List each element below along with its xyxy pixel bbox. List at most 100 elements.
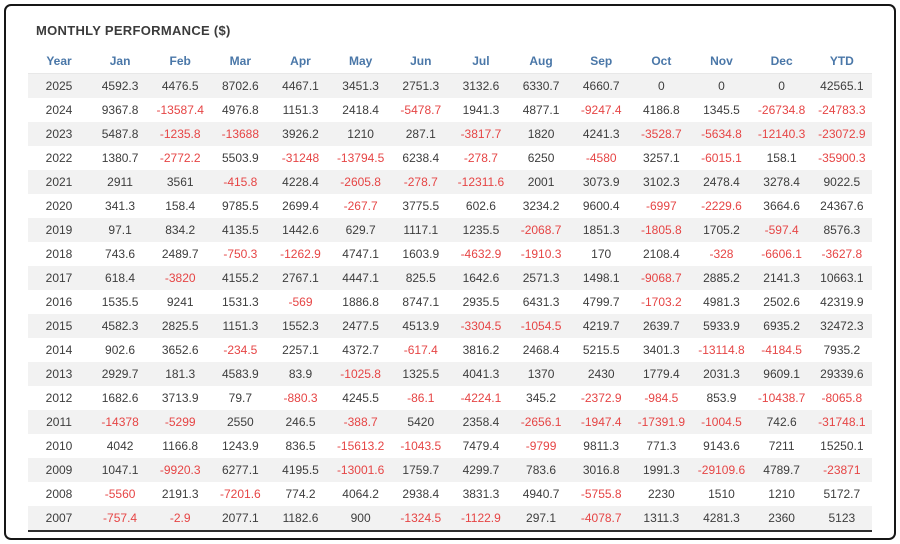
- value-cell: -1910.3: [520, 247, 562, 261]
- value-cell: 2885.2: [691, 266, 752, 290]
- value-cell: 3561: [150, 170, 211, 194]
- value-cell: 2502.6: [763, 295, 800, 309]
- value-cell: -2772.2: [159, 151, 201, 165]
- value-cell: 287.1: [390, 122, 451, 146]
- value-cell: 7211: [768, 439, 795, 453]
- value-cell: -234.5: [223, 343, 258, 357]
- value-cell: 4245.5: [342, 391, 379, 405]
- value-cell: 2430: [571, 362, 632, 386]
- column-header-jan: Jan: [90, 49, 151, 74]
- value-cell: -4184.5: [761, 343, 802, 357]
- value-cell: 3926.2: [270, 122, 331, 146]
- column-header-nov: Nov: [691, 49, 752, 74]
- value-cell: 2935.5: [462, 295, 500, 309]
- value-cell: 8747.1: [402, 295, 440, 309]
- value-cell: -757.4: [90, 506, 151, 531]
- value-cell: 2230: [647, 487, 675, 501]
- value-cell: 3132.6: [450, 73, 511, 98]
- value-cell: 4940.7: [522, 487, 560, 501]
- value-cell: 15250.1: [820, 439, 864, 453]
- value-cell: 4281.3: [691, 506, 752, 531]
- value-cell: 2825.5: [150, 314, 211, 338]
- value-cell: -1324.5: [390, 506, 451, 531]
- value-cell: -24783.3: [818, 103, 866, 117]
- year-cell: 2016: [45, 295, 73, 309]
- value-cell: 2468.4: [522, 343, 560, 357]
- monthly-performance-panel: MONTHLY PERFORMANCE ($) Year Jan Feb Mar Apr…: [4, 4, 896, 540]
- value-cell: 10663.1: [811, 266, 872, 290]
- value-cell: -5299: [150, 410, 211, 434]
- table-row: 2013 2929.7 181.3 4583.9 83.9 -1025.8 1325.5 40…: [28, 362, 872, 386]
- year-cell: 2024: [45, 103, 73, 117]
- value-cell: 4228.4: [270, 170, 331, 194]
- year-cell: 2020: [45, 199, 73, 213]
- year-cell: 2008: [45, 487, 73, 501]
- year-cell: 2009: [28, 458, 90, 482]
- value-cell: 5215.5: [582, 343, 620, 357]
- value-cell: -3304.5: [450, 314, 511, 338]
- value-cell: 2478.4: [691, 170, 752, 194]
- year-cell: 2023: [28, 122, 90, 146]
- value-cell: -26734.8: [757, 103, 806, 117]
- value-cell: 9367.8: [101, 103, 139, 117]
- value-cell: 1886.8: [342, 295, 379, 309]
- value-cell: -9068.7: [631, 266, 692, 290]
- value-cell: 1642.6: [450, 266, 511, 290]
- value-cell: 9811.3: [583, 439, 620, 453]
- value-cell: -12140.3: [751, 122, 812, 146]
- value-cell: 3016.8: [571, 458, 632, 482]
- value-cell: 97.1: [90, 218, 151, 242]
- value-cell: 9609.1: [751, 362, 812, 386]
- value-cell: -10438.7: [757, 391, 806, 405]
- value-cell: 29339.6: [811, 362, 872, 386]
- value-cell: -267.7: [343, 199, 378, 213]
- value-cell: 9600.4: [582, 199, 620, 213]
- value-cell: -4078.7: [571, 506, 632, 531]
- value-cell: 8576.3: [811, 218, 872, 242]
- value-cell: 6330.7: [510, 73, 572, 98]
- value-cell: 6250: [527, 151, 555, 165]
- value-cell: 2571.3: [510, 266, 572, 290]
- value-cell: 4789.7: [751, 458, 812, 482]
- column-header-jul: Jul: [450, 49, 511, 74]
- table-body: 2025 4592.3 4476.5 8702.6 4467.1 3451.3 2751.3…: [28, 73, 872, 531]
- value-cell: 5487.8: [90, 122, 151, 146]
- value-cell: 1311.3: [631, 506, 692, 531]
- value-cell: 1759.7: [390, 458, 451, 482]
- value-cell: -13001.6: [330, 458, 391, 482]
- year-cell: 2014: [45, 343, 73, 357]
- value-cell: 3652.6: [161, 343, 199, 357]
- value-cell: 6238.4: [402, 151, 440, 165]
- value-cell: -12311.6: [450, 170, 511, 194]
- value-cell: -5755.8: [580, 487, 622, 501]
- value-cell: -1703.2: [640, 295, 682, 309]
- value-cell: 3816.2: [462, 343, 500, 357]
- value-cell: 2751.3: [390, 73, 451, 98]
- year-cell: 2007: [28, 506, 90, 531]
- value-cell: 1820: [510, 122, 572, 146]
- value-cell: 42319.9: [820, 295, 864, 309]
- value-cell: -8065.8: [821, 391, 863, 405]
- table-row: 2020 341.3 158.4 9785.5 2699.4 -267.7 3775.5 60…: [28, 194, 872, 218]
- value-cell: 900: [330, 506, 391, 531]
- value-cell: -5560: [104, 487, 136, 501]
- value-cell: 2358.4: [450, 410, 511, 434]
- value-cell: 2489.7: [161, 247, 199, 261]
- value-cell: 2141.3: [751, 266, 812, 290]
- value-cell: 4135.5: [210, 218, 271, 242]
- value-cell: -6997: [645, 199, 677, 213]
- value-cell: 4299.7: [450, 458, 511, 482]
- value-cell: 742.6: [751, 410, 812, 434]
- column-header-sep: Sep: [571, 49, 632, 74]
- value-cell: 2911: [90, 170, 151, 194]
- value-cell: -29109.6: [691, 458, 752, 482]
- value-cell: -1025.8: [330, 362, 391, 386]
- value-cell: 2077.1: [210, 506, 271, 531]
- value-cell: 4155.2: [210, 266, 271, 290]
- value-cell: 1210: [768, 487, 795, 501]
- value-cell: 83.9: [270, 362, 331, 386]
- value-cell: 42565.1: [811, 73, 872, 98]
- value-cell: 774.2: [285, 487, 316, 501]
- value-cell: 629.7: [330, 218, 391, 242]
- table-row: 2022 1380.7 -2772.2 5503.9 -31248 -13794.5 623…: [28, 146, 872, 170]
